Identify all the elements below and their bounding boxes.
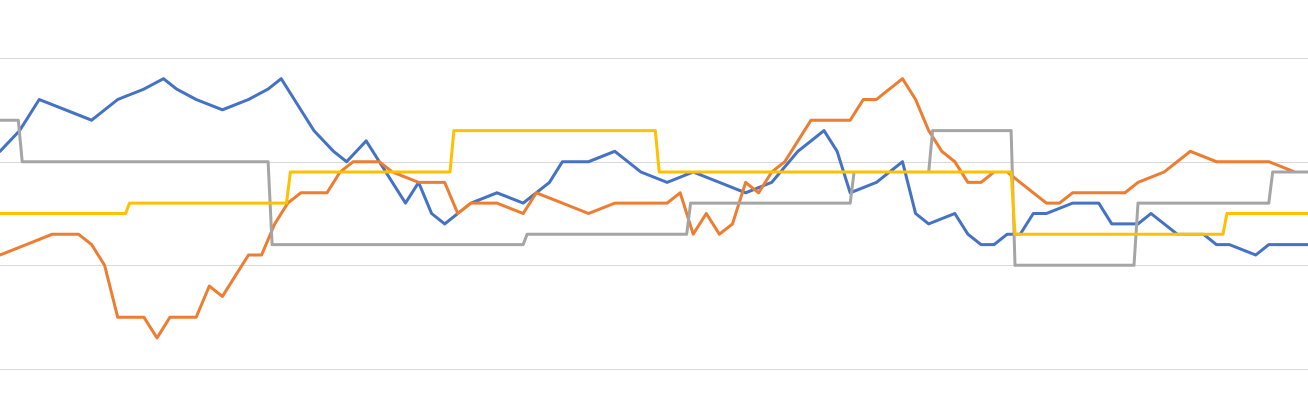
series-line-2 (0, 77, 1308, 340)
series-line-1 (0, 77, 1308, 257)
series-line-3 (0, 118, 1308, 267)
series-line-4 (0, 129, 1308, 236)
series-layer (0, 77, 1308, 340)
gridlines (0, 58, 1308, 370)
